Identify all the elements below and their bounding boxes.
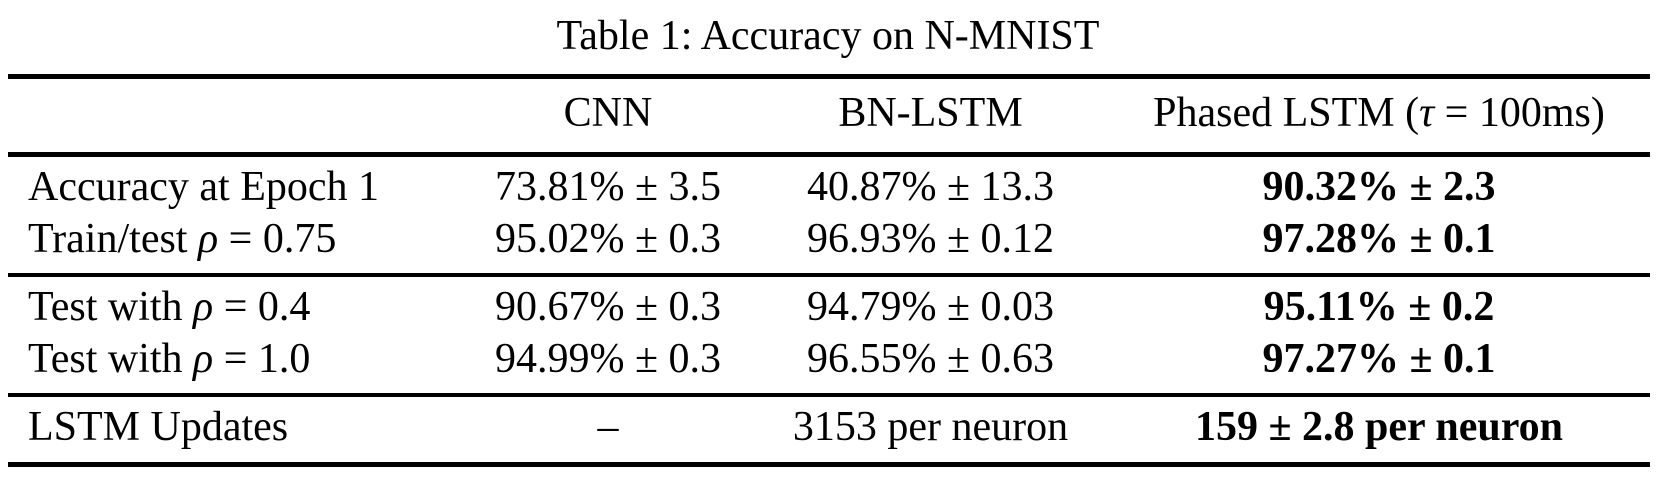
table-row: Test with ρ = 1.0 94.99% ± 0.3 96.55% ± … xyxy=(8,334,1650,396)
results-table: CNN BN-LSTM Phased LSTM (τ = 100ms) Accu… xyxy=(8,74,1650,467)
row-label-suffix: = 0.75 xyxy=(218,215,337,262)
tau-symbol: τ xyxy=(1419,89,1435,136)
row-label-text: Test with xyxy=(28,335,194,382)
row-label-text: Train/test xyxy=(28,215,198,262)
table-row: Accuracy at Epoch 1 73.81% ± 3.5 40.87% … xyxy=(8,155,1650,214)
row-label-text: Test with xyxy=(28,284,194,331)
header-empty-cell xyxy=(8,76,463,155)
table-row: Test with ρ = 0.4 90.67% ± 0.3 94.79% ± … xyxy=(8,275,1650,334)
cell-cnn: 90.67% ± 0.3 xyxy=(494,284,722,331)
cell-cnn: 73.81% ± 3.5 xyxy=(494,164,722,211)
cell-bn-lstm: 94.79% ± 0.03 xyxy=(806,284,1055,331)
rho-symbol: ρ xyxy=(193,335,214,382)
cell-phased-lstm: 90.32% ± 2.3 xyxy=(1262,164,1496,211)
row-label: Train/test ρ = 0.75 xyxy=(8,214,463,276)
cell-phased-lstm: 97.28% ± 0.1 xyxy=(1262,215,1496,262)
header-phased-lstm: Phased LSTM (τ = 100ms) xyxy=(1108,76,1650,155)
row-label: Accuracy at Epoch 1 xyxy=(8,155,463,214)
cell-phased-lstm: 159 ± 2.8 per neuron xyxy=(1194,404,1564,451)
table-caption: Table 1: Accuracy on N-MNIST xyxy=(556,13,1100,59)
row-label: Test with ρ = 1.0 xyxy=(8,334,463,396)
cell-phased-lstm: 95.11% ± 0.2 xyxy=(1263,284,1495,331)
row-label-text: LSTM Updates xyxy=(28,404,289,451)
cell-bn-lstm: 96.55% ± 0.63 xyxy=(806,335,1055,382)
rho-symbol: ρ xyxy=(197,215,219,262)
cell-phased-lstm: 97.27% ± 0.1 xyxy=(1262,335,1496,382)
row-label: LSTM Updates xyxy=(8,395,463,464)
row-label-text: Accuracy at Epoch 1 xyxy=(28,164,379,211)
group-epoch-accuracy: Accuracy at Epoch 1 73.81% ± 3.5 40.87% … xyxy=(8,155,1650,276)
rho-symbol: ρ xyxy=(193,284,214,331)
group-rho-tests: Test with ρ = 0.4 90.67% ± 0.3 94.79% ± … xyxy=(8,275,1650,396)
cell-bn-lstm: 40.87% ± 13.3 xyxy=(806,164,1055,211)
header-bn-lstm: BN-LSTM xyxy=(838,89,1023,136)
header-cnn: CNN xyxy=(563,89,653,136)
table-row: Train/test ρ = 0.75 95.02% ± 0.3 96.93% … xyxy=(8,214,1650,276)
cell-cnn: 94.99% ± 0.3 xyxy=(494,335,722,382)
cell-cnn: 95.02% ± 0.3 xyxy=(494,215,722,262)
header-row: CNN BN-LSTM Phased LSTM (τ = 100ms) xyxy=(8,76,1650,155)
table-header: CNN BN-LSTM Phased LSTM (τ = 100ms) xyxy=(8,76,1650,155)
cell-cnn: – xyxy=(597,404,619,451)
group-lstm-updates: LSTM Updates – 3153 per neuron 159 ± 2.8… xyxy=(8,395,1650,465)
header-phased-lstm-suffix: = 100ms) xyxy=(1434,89,1605,136)
cell-bn-lstm: 96.93% ± 0.12 xyxy=(806,215,1055,262)
cell-bn-lstm: 3153 per neuron xyxy=(792,404,1069,451)
row-label-suffix: = 1.0 xyxy=(213,335,311,382)
row-label-suffix: = 0.4 xyxy=(213,284,311,331)
row-label: Test with ρ = 0.4 xyxy=(8,275,463,334)
table-row: LSTM Updates – 3153 per neuron 159 ± 2.8… xyxy=(8,395,1650,464)
header-phased-lstm-text: Phased LSTM ( xyxy=(1153,89,1420,136)
